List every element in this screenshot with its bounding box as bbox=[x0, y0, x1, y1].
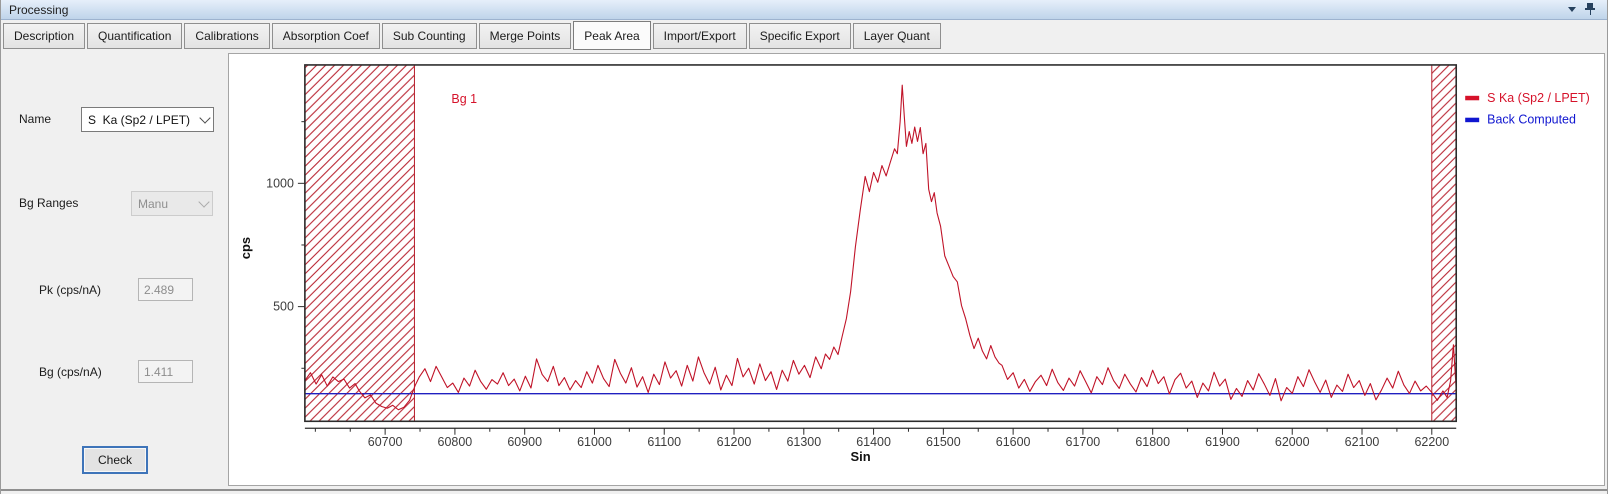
x-tick-label: 61700 bbox=[1066, 435, 1101, 449]
pk-label: Pk (cps/nA) bbox=[39, 283, 102, 297]
parameters-panel: Name S Ka (Sp2 / LPET) Bg Ranges Manu Pk… bbox=[1, 51, 228, 488]
x-tick-label: 60700 bbox=[368, 435, 403, 449]
title-bar: Processing bbox=[1, 0, 1607, 20]
bg-ranges-dropdown-value: Manu bbox=[138, 196, 169, 211]
tab-quantification[interactable]: Quantification bbox=[87, 23, 183, 49]
chart-panel: 60700 60800 60900 61000 61100 61200 61300 61400… bbox=[228, 53, 1605, 486]
tab-sub-counting[interactable]: Sub Counting bbox=[381, 23, 477, 49]
x-tick-label: 61100 bbox=[647, 435, 681, 449]
plot-frame bbox=[304, 64, 1458, 423]
x-tick-label: 61300 bbox=[786, 435, 821, 449]
y-tick-label: 500 bbox=[273, 300, 294, 314]
tab-peak-area[interactable]: Peak Area bbox=[573, 21, 651, 50]
tab-layer-quant[interactable]: Layer Quant bbox=[852, 23, 941, 49]
window-menu-button[interactable] bbox=[1563, 2, 1581, 18]
x-tick-label: 61800 bbox=[1135, 435, 1170, 449]
tab-description[interactable]: Description bbox=[3, 23, 86, 49]
background-range-right[interactable] bbox=[1431, 64, 1457, 422]
window-title: Processing bbox=[9, 2, 69, 17]
bg-ranges-dropdown: Manu bbox=[131, 191, 213, 216]
x-tick-label: 60900 bbox=[507, 435, 542, 449]
pin-button[interactable] bbox=[1581, 2, 1599, 18]
bg-value-field bbox=[138, 360, 193, 383]
name-dropdown[interactable]: S Ka (Sp2 / LPET) bbox=[81, 107, 214, 132]
x-tick-label: 61400 bbox=[856, 435, 891, 449]
y-axis-title: cps bbox=[238, 237, 253, 259]
tab-calibrations[interactable]: Calibrations bbox=[184, 23, 270, 49]
x-axis-title: Sin bbox=[850, 449, 870, 464]
x-tick-label: 61000 bbox=[577, 435, 612, 449]
peak-area-chart[interactable]: 60700 60800 60900 61000 61100 61200 61300 61400… bbox=[229, 54, 1604, 485]
pushpin-icon bbox=[1585, 3, 1595, 16]
name-label: Name bbox=[19, 112, 52, 126]
chevron-down-icon bbox=[198, 195, 210, 208]
bg-ranges-label: Bg Ranges bbox=[19, 196, 79, 210]
tab-absorption-coef[interactable]: Absorption Coef bbox=[271, 23, 380, 49]
tab-merge-points[interactable]: Merge Points bbox=[478, 23, 572, 49]
x-tick-label: 62100 bbox=[1345, 435, 1380, 449]
y-tick-label: 1000 bbox=[266, 176, 294, 190]
x-tick-label: 61500 bbox=[926, 435, 961, 449]
window-bottom-edge bbox=[1, 488, 1607, 494]
pk-value-field bbox=[138, 278, 193, 301]
legend-label: S Ka (Sp2 / LPET) bbox=[1487, 91, 1590, 105]
x-tick-label: 61900 bbox=[1205, 435, 1240, 449]
legend-swatch bbox=[1465, 117, 1480, 123]
x-axis: 60700 60800 60900 61000 61100 61200 61300 61400… bbox=[304, 427, 1457, 449]
x-tick-label: 62000 bbox=[1275, 435, 1310, 449]
content-area: Name S Ka (Sp2 / LPET) Bg Ranges Manu Pk… bbox=[1, 51, 1607, 488]
series-s-ka bbox=[304, 84, 1457, 411]
name-dropdown-value: S Ka (Sp2 / LPET) bbox=[88, 112, 191, 127]
check-button[interactable]: Check bbox=[82, 446, 148, 474]
tab-bar: Description Quantification Calibrations Abs… bbox=[1, 20, 1607, 51]
background-range-left[interactable] bbox=[304, 64, 415, 422]
x-tick-label: 61600 bbox=[996, 435, 1031, 449]
chevron-down-icon bbox=[199, 111, 211, 124]
legend-swatch bbox=[1465, 95, 1480, 101]
x-tick-label: 60800 bbox=[438, 435, 473, 449]
x-tick-label: 62200 bbox=[1414, 435, 1449, 449]
legend-label: Back Computed bbox=[1487, 113, 1576, 127]
tab-specific-export[interactable]: Specific Export bbox=[748, 23, 851, 49]
bg-label: Bg (cps/nA) bbox=[39, 365, 102, 379]
chevron-down-icon bbox=[1568, 7, 1576, 12]
bg1-annotation: Bg 1 bbox=[451, 92, 477, 106]
x-tick-label: 61200 bbox=[717, 435, 752, 449]
y-axis: 500 1000 bbox=[266, 121, 305, 369]
legend: S Ka (Sp2 / LPET) Back Computed bbox=[1465, 91, 1590, 127]
tab-import-export[interactable]: Import/Export bbox=[652, 23, 747, 49]
